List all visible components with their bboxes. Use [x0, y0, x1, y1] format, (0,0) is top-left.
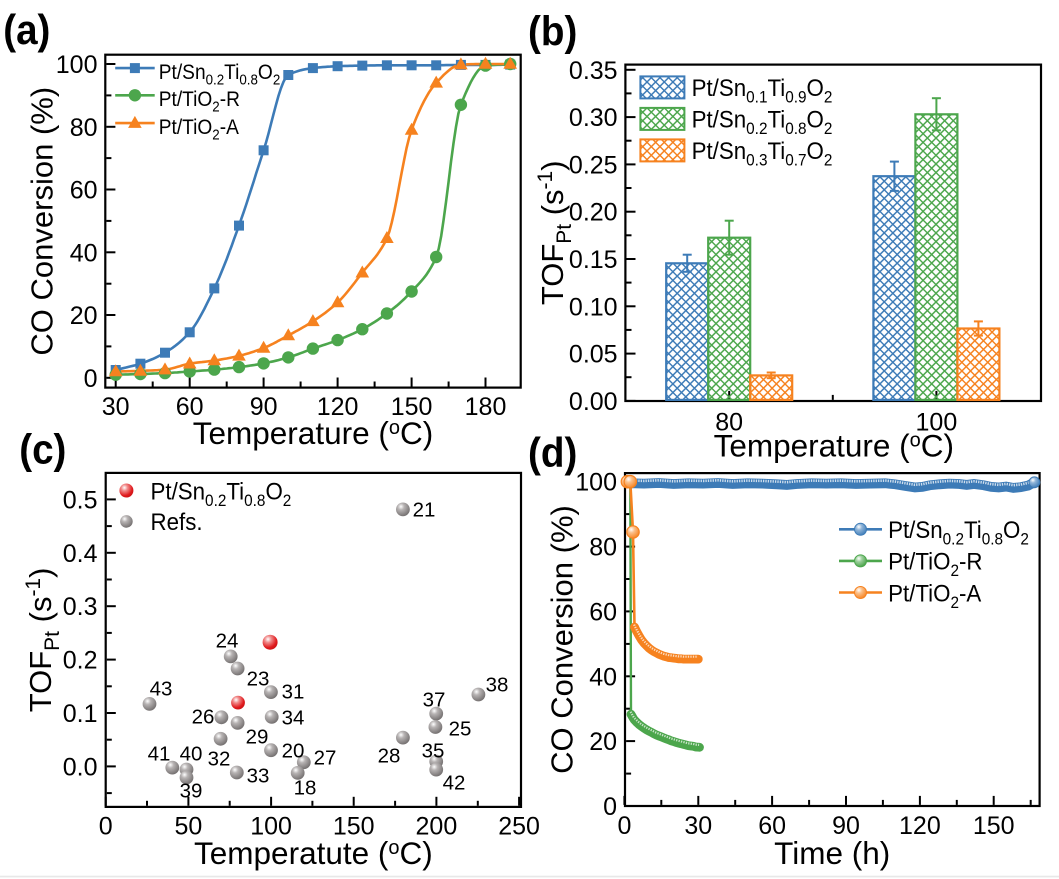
svg-text:(c): (c)	[19, 425, 66, 473]
svg-text:0.05: 0.05	[569, 341, 618, 369]
svg-text:CO Conversion (%): CO Conversion (%)	[25, 87, 60, 356]
svg-text:0.5: 0.5	[63, 486, 98, 514]
svg-text:90: 90	[832, 812, 860, 840]
svg-text:150: 150	[333, 813, 375, 841]
svg-text:80: 80	[70, 114, 98, 142]
svg-text:60: 60	[176, 393, 204, 421]
svg-text:27: 27	[314, 746, 337, 769]
svg-text:200: 200	[416, 813, 458, 841]
svg-text:28: 28	[378, 744, 401, 767]
svg-text:120: 120	[317, 393, 359, 421]
svg-text:37: 37	[423, 688, 446, 711]
svg-text:250: 250	[498, 813, 540, 841]
svg-text:0.15: 0.15	[569, 246, 618, 274]
svg-text:0: 0	[99, 813, 113, 841]
svg-text:0.3: 0.3	[63, 593, 98, 621]
svg-text:150: 150	[391, 393, 433, 421]
svg-text:40: 40	[180, 742, 203, 765]
svg-text:Pt/TiO2-A: Pt/TiO2-A	[159, 116, 239, 144]
svg-text:29: 29	[246, 725, 269, 748]
svg-text:60: 60	[70, 177, 98, 205]
svg-text:100: 100	[575, 469, 617, 497]
svg-text:100: 100	[916, 409, 958, 437]
svg-text:0: 0	[603, 793, 617, 821]
svg-text:Time (h): Time (h)	[774, 835, 890, 871]
svg-text:0.00: 0.00	[569, 388, 618, 416]
svg-text:35: 35	[422, 739, 445, 762]
svg-text:180: 180	[465, 393, 507, 421]
svg-text:25: 25	[449, 717, 472, 740]
svg-text:0: 0	[84, 365, 98, 393]
svg-text:0.25: 0.25	[569, 151, 618, 179]
svg-text:23: 23	[247, 667, 270, 690]
svg-text:Temperature (oC): Temperature (oC)	[714, 428, 954, 464]
svg-text:0.35: 0.35	[569, 57, 618, 85]
svg-text:Refs.: Refs.	[151, 508, 203, 535]
svg-text:0.2: 0.2	[63, 647, 98, 675]
svg-text:38: 38	[486, 673, 509, 696]
svg-text:80: 80	[589, 534, 617, 562]
svg-text:31: 31	[282, 680, 305, 703]
svg-text:41: 41	[148, 742, 171, 765]
svg-text:Pt/TiO2-R: Pt/TiO2-R	[159, 88, 240, 116]
svg-text:30: 30	[102, 393, 130, 421]
svg-text:0: 0	[617, 812, 631, 840]
svg-text:150: 150	[973, 812, 1015, 840]
svg-text:CO Conversion (%): CO Conversion (%)	[545, 505, 580, 774]
svg-text:30: 30	[684, 812, 712, 840]
svg-text:42: 42	[443, 771, 466, 794]
svg-text:100: 100	[56, 51, 98, 79]
svg-text:0.1: 0.1	[63, 700, 98, 728]
svg-text:100: 100	[250, 813, 292, 841]
svg-text:0.30: 0.30	[569, 104, 618, 132]
svg-text:39: 39	[180, 779, 203, 802]
svg-text:40: 40	[589, 663, 617, 691]
svg-text:24: 24	[216, 629, 239, 652]
svg-text:20: 20	[589, 728, 617, 756]
svg-text:32: 32	[208, 747, 231, 770]
svg-text:20: 20	[70, 302, 98, 330]
svg-text:40: 40	[70, 239, 98, 267]
svg-text:Pt/Sn0.2Ti0.8O2: Pt/Sn0.2Ti0.8O2	[159, 61, 281, 89]
svg-text:(b): (b)	[528, 7, 577, 55]
svg-text:120: 120	[899, 812, 941, 840]
svg-text:0.4: 0.4	[63, 540, 98, 568]
svg-text:60: 60	[589, 598, 617, 626]
svg-text:60: 60	[758, 812, 786, 840]
svg-text:33: 33	[247, 764, 270, 787]
svg-text:21: 21	[413, 498, 436, 521]
svg-text:20: 20	[282, 739, 305, 762]
svg-text:0.20: 0.20	[569, 199, 618, 227]
svg-text:80: 80	[715, 409, 743, 437]
svg-text:50: 50	[174, 813, 202, 841]
svg-text:34: 34	[282, 706, 305, 729]
svg-text:(d): (d)	[528, 428, 577, 476]
svg-text:26: 26	[192, 705, 215, 728]
svg-text:0.10: 0.10	[569, 293, 618, 321]
svg-text:18: 18	[294, 776, 317, 799]
svg-text:(a): (a)	[3, 5, 50, 53]
svg-text:0.0: 0.0	[63, 753, 98, 781]
svg-text:90: 90	[250, 393, 278, 421]
svg-text:43: 43	[150, 677, 173, 700]
